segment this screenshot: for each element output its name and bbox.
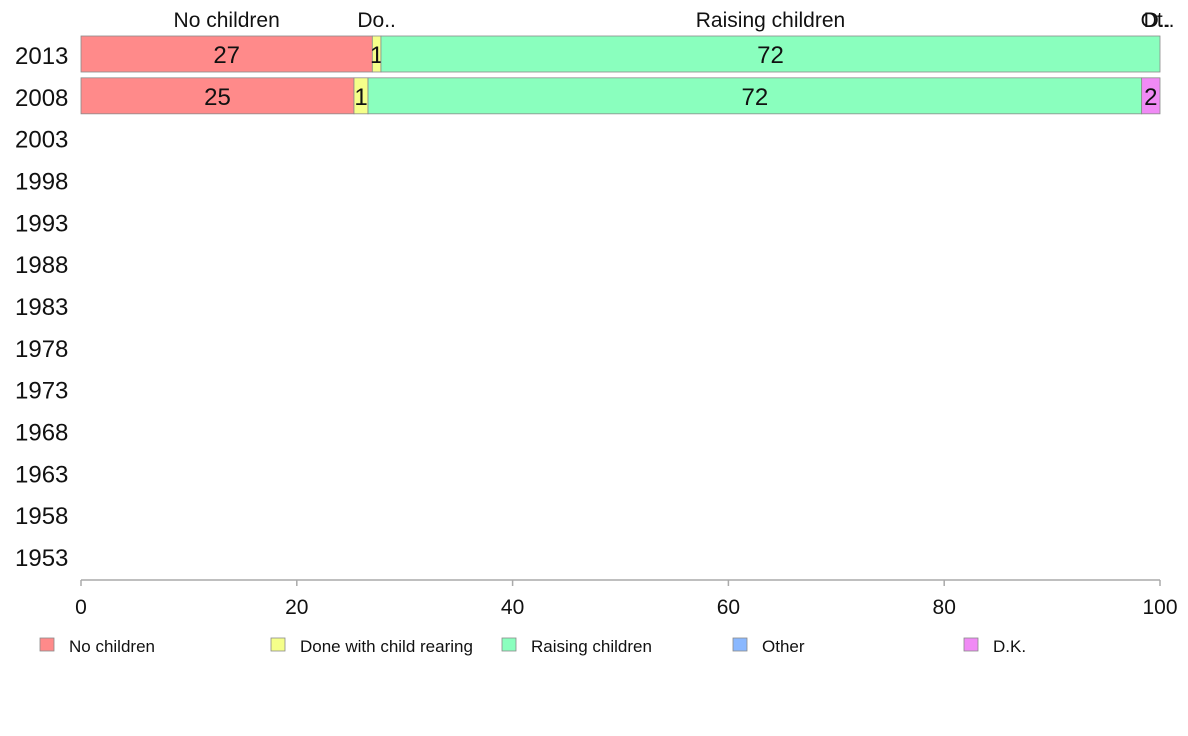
year-label: 1983 bbox=[15, 294, 68, 321]
year-label: 1958 bbox=[15, 503, 68, 530]
legend-label: Other bbox=[762, 637, 805, 656]
data-label: 27 bbox=[213, 42, 240, 69]
year-label: 1978 bbox=[15, 336, 68, 363]
data-label: 1 bbox=[354, 84, 367, 111]
year-label: 1963 bbox=[15, 461, 68, 488]
bar-segment bbox=[1141, 77, 1161, 115]
legend-swatch bbox=[39, 637, 55, 652]
x-tick-label: 40 bbox=[501, 596, 524, 619]
legend-label: Raising children bbox=[531, 637, 652, 656]
bar-segment bbox=[80, 77, 355, 115]
series-top-label: No children bbox=[174, 9, 280, 32]
series-top-label: D.. bbox=[1144, 9, 1171, 32]
bar-segment bbox=[380, 35, 1161, 73]
year-label: 1953 bbox=[15, 545, 68, 572]
legend-label: D.K. bbox=[993, 637, 1026, 656]
series-top-label: Ot.. bbox=[1141, 9, 1175, 32]
year-label: 1973 bbox=[15, 378, 68, 405]
bar-segment bbox=[80, 35, 373, 73]
series-top-label: Raising children bbox=[696, 9, 845, 32]
legend-swatch bbox=[270, 637, 286, 652]
legend-label: Done with child rearing bbox=[300, 637, 473, 656]
x-tick-label: 20 bbox=[285, 596, 308, 619]
x-tick-label: 100 bbox=[1142, 596, 1177, 619]
legend-label: No children bbox=[69, 637, 155, 656]
legend-swatch bbox=[732, 637, 748, 652]
legend-swatch bbox=[963, 637, 979, 652]
legend-swatch bbox=[501, 637, 517, 652]
data-label: 72 bbox=[757, 42, 784, 69]
data-label: 72 bbox=[741, 84, 768, 111]
data-label: 1 bbox=[370, 42, 383, 69]
year-label: 1993 bbox=[15, 210, 68, 237]
data-label: 2 bbox=[1144, 84, 1157, 111]
x-tick-label: 60 bbox=[717, 596, 740, 619]
year-label: 2013 bbox=[15, 43, 68, 70]
x-tick-label: 80 bbox=[933, 596, 956, 619]
series-top-label: Do.. bbox=[357, 9, 396, 32]
year-label: 2003 bbox=[15, 127, 68, 154]
year-label: 1998 bbox=[15, 168, 68, 195]
year-label: 1988 bbox=[15, 252, 68, 279]
year-label: 2008 bbox=[15, 85, 68, 112]
data-label: 25 bbox=[204, 84, 231, 111]
x-tick-label: 0 bbox=[75, 596, 87, 619]
year-label: 1968 bbox=[15, 419, 68, 446]
